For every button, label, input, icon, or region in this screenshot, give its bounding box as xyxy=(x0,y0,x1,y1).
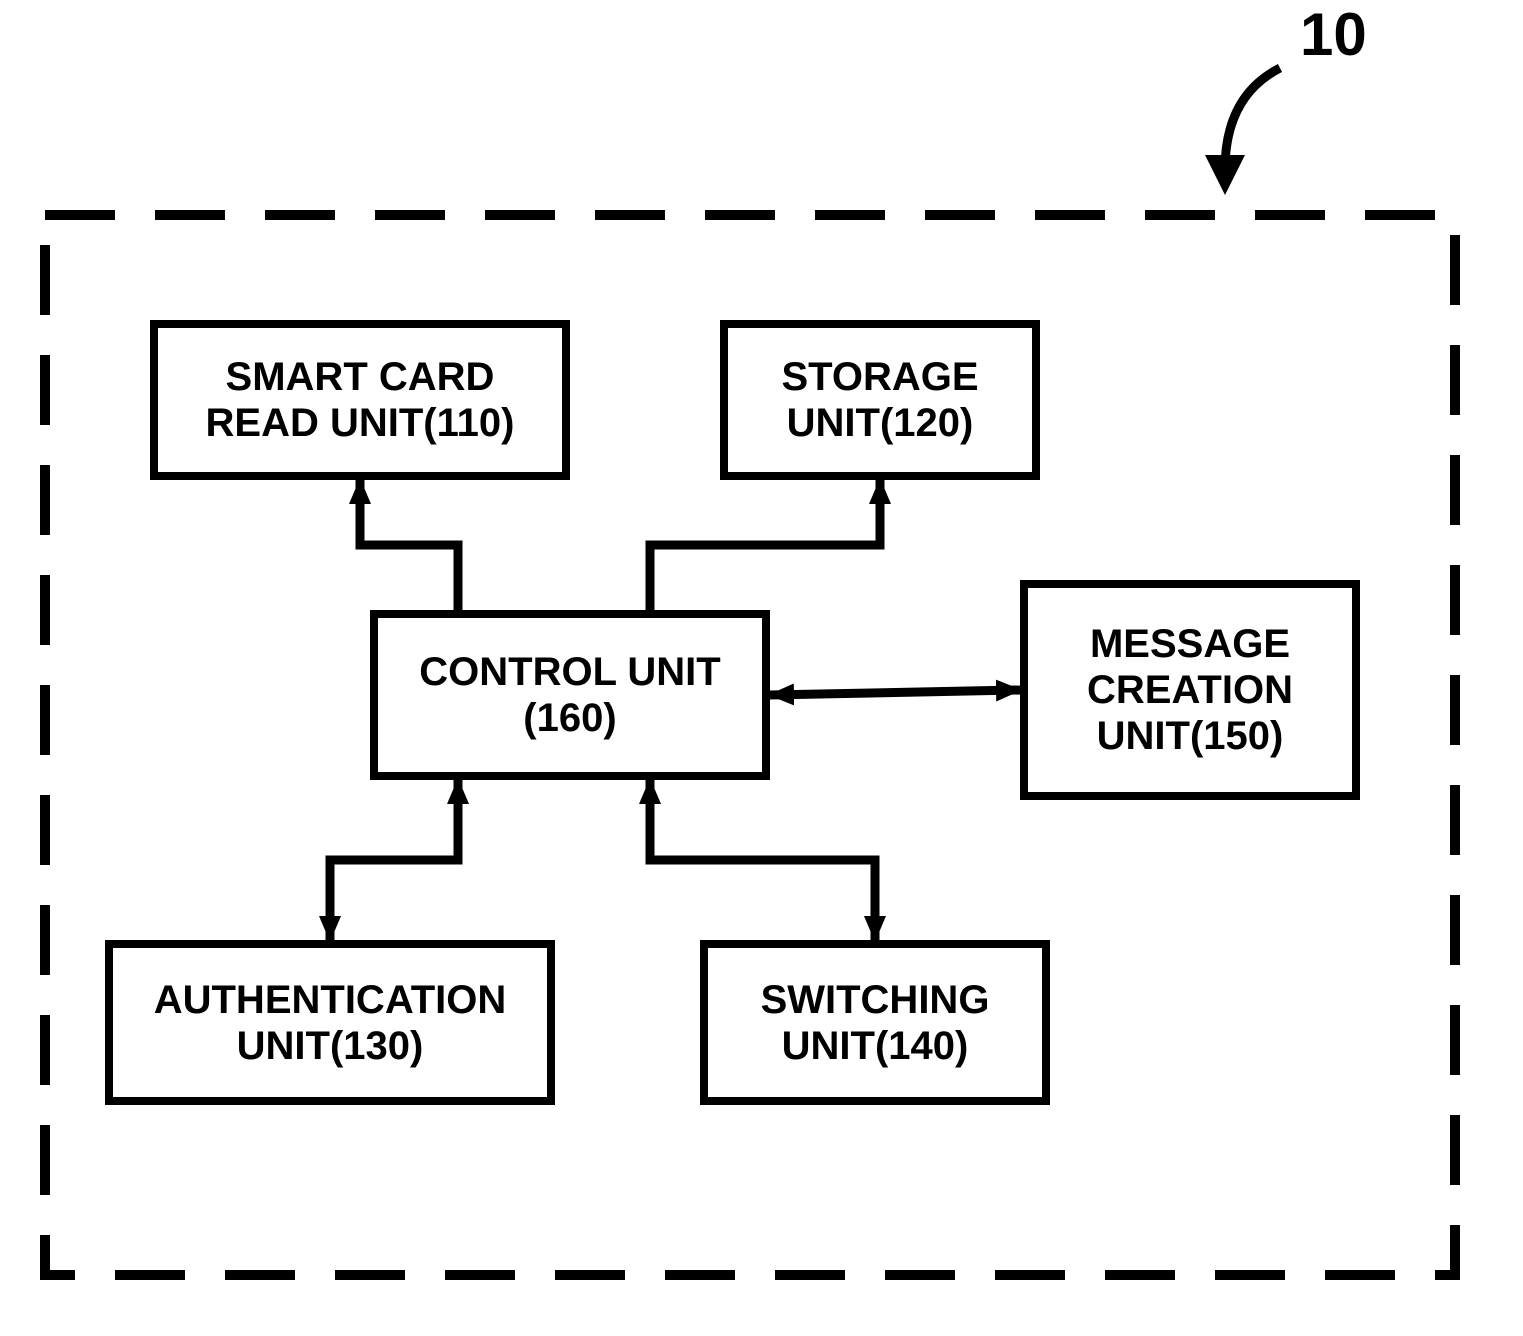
node-control: CONTROL UNIT (160) xyxy=(370,610,770,780)
node-smart_card: SMART CARD READ UNIT(110) xyxy=(150,320,570,480)
node-storage: STORAGE UNIT(120) xyxy=(720,320,1040,480)
figure-number: 10 xyxy=(1300,0,1367,69)
diagram-canvas: 10 SMART CARD READ UNIT(110) STORAGE UNIT(… xyxy=(0,0,1523,1336)
node-auth: AUTHENTICATION UNIT(130) xyxy=(105,940,555,1105)
figure-pointer-curve xyxy=(1225,68,1280,170)
node-switching: SWITCHING UNIT(140) xyxy=(700,940,1050,1105)
node-message: MESSAGE CREATION UNIT(150) xyxy=(1020,580,1360,800)
figure-pointer-arrowhead xyxy=(1205,155,1245,195)
